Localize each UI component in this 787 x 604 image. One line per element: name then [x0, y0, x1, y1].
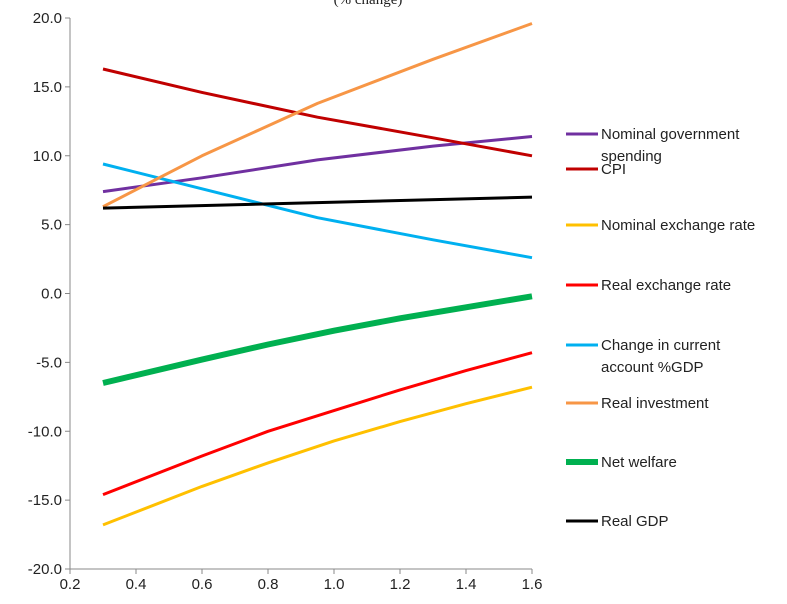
legend-label: Nominal exchange rate	[601, 217, 755, 234]
legend-label: Real investment	[601, 395, 709, 412]
legend-label: CPI	[601, 161, 626, 178]
legend-label: account %GDP	[601, 359, 704, 376]
x-tick-label: 1.0	[324, 576, 345, 593]
legend-label: Nominal government	[601, 126, 740, 143]
legend-label: Net welfare	[601, 454, 677, 471]
x-tick-label: 1.6	[522, 576, 543, 593]
series-line-change-in-current-account-gdp	[102, 162, 533, 260]
legend-label: Real GDP	[601, 513, 669, 530]
series-line-real-investment	[102, 22, 533, 209]
series-lines	[102, 22, 533, 527]
series-line-real-exchange-rate	[102, 351, 533, 496]
y-tick-label: -15.0	[28, 492, 62, 509]
series-line-nominal-exchange-rate	[102, 385, 533, 527]
y-tick-label: -10.0	[28, 423, 62, 440]
y-tick-label: -20.0	[28, 561, 62, 578]
y-tick-label: 5.0	[41, 217, 62, 234]
x-tick-label: 0.4	[126, 576, 147, 593]
x-tick-label: 1.4	[456, 576, 477, 593]
series-line-real-gdp	[102, 195, 533, 210]
legend-label: spending	[601, 148, 662, 165]
x-tick-label: 1.2	[390, 576, 411, 593]
x-tick-labels: 0.2 0.4 0.6 0.8 1.0 1.2 1.4 1.6	[60, 569, 543, 593]
y-tick-label: 0.0	[41, 286, 62, 303]
x-tick-label: 0.2	[60, 576, 81, 593]
y-tick-label: 20.0	[33, 10, 62, 27]
y-tick-label: 15.0	[33, 79, 62, 96]
legend-label: Real exchange rate	[601, 277, 731, 294]
y-tick-label: -5.0	[36, 354, 62, 371]
chart-title: (% change)	[334, 0, 403, 8]
series-line-net-welfare	[102, 293, 533, 386]
y-tick-labels: 20.0 15.0 10.0 5.0 0.0 -5.0 -10.0 -15.0 -20.0	[28, 10, 70, 578]
legend-label: Change in current	[601, 337, 721, 354]
x-tick-label: 0.8	[258, 576, 279, 593]
x-tick-label: 0.6	[192, 576, 213, 593]
series-line-cpi	[102, 67, 533, 158]
y-tick-label: 10.0	[33, 148, 62, 165]
